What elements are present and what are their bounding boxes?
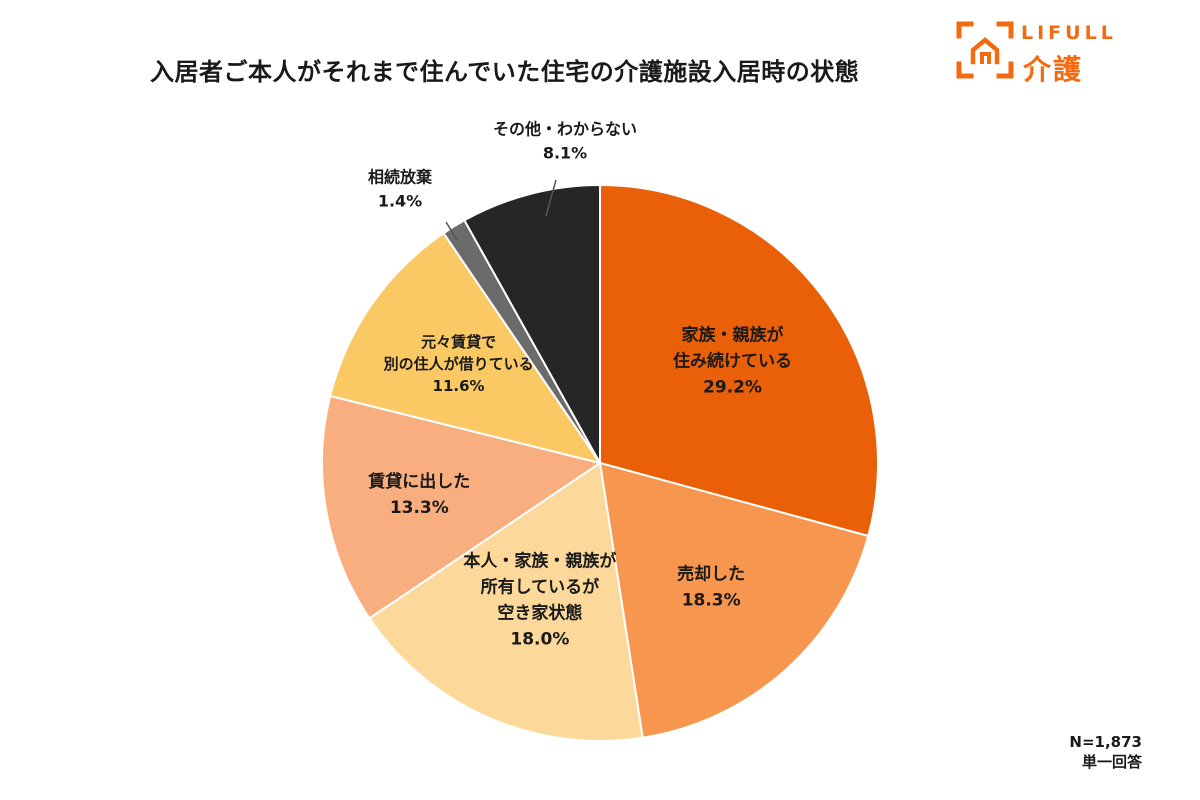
pie-slice-3 [321,394,603,620]
slice-label-4: 元々賃貸で [421,333,496,351]
pie-slice-6 [463,183,601,467]
house-bracket-icon [956,21,1014,79]
slice-value-label-1: 18.3% [682,590,741,610]
slice-value-label-2: 18.0% [510,630,569,650]
slice-label-4: 別の住人が借りている [383,355,534,373]
slice-label-2: 空き家状態 [497,603,582,624]
pie-slice-4 [329,231,603,465]
slice-value-label-6: 8.1% [543,144,587,163]
logo-brand-en: LIFULL [1021,22,1117,44]
slice-value-label-4: 11.6% [433,377,485,395]
chart-note: N=1,873 単一回答 [1069,732,1142,772]
slice-label-3: 賃貸に出した [367,471,470,492]
pie-slice-1 [598,461,870,739]
slice-label-5: 相続放棄 [368,168,433,187]
slice-value-label-3: 13.3% [390,498,449,518]
logo-brand-jp: 介護 [1023,53,1084,86]
slice-label-0: 住み続けている [673,351,792,372]
slice-label-2: 所有しているが [481,577,600,598]
slice-label-2: 本人・家族・親族が [463,551,616,572]
chart-title: 入居者ご本人がそれまで住んでいた住宅の介護施設入居時の状態 [150,58,860,86]
slice-label-1: 売却した [677,563,745,584]
lifull-kaigo-logo: LIFULL 介護 [955,18,1155,88]
slice-value-label-5: 1.4% [378,192,422,211]
slice-value-label-0: 29.2% [703,378,762,398]
answer-type: 単一回答 [1081,753,1142,771]
slice-label-6: その他・わからない [493,120,637,139]
pie-slice-0 [599,183,879,538]
leader-line-6 [545,179,557,217]
leader-line-5 [445,221,458,241]
slice-label-0: 家族・親族が [682,325,784,346]
sample-size: N=1,873 [1069,733,1142,751]
pie-slice-2 [368,461,644,742]
